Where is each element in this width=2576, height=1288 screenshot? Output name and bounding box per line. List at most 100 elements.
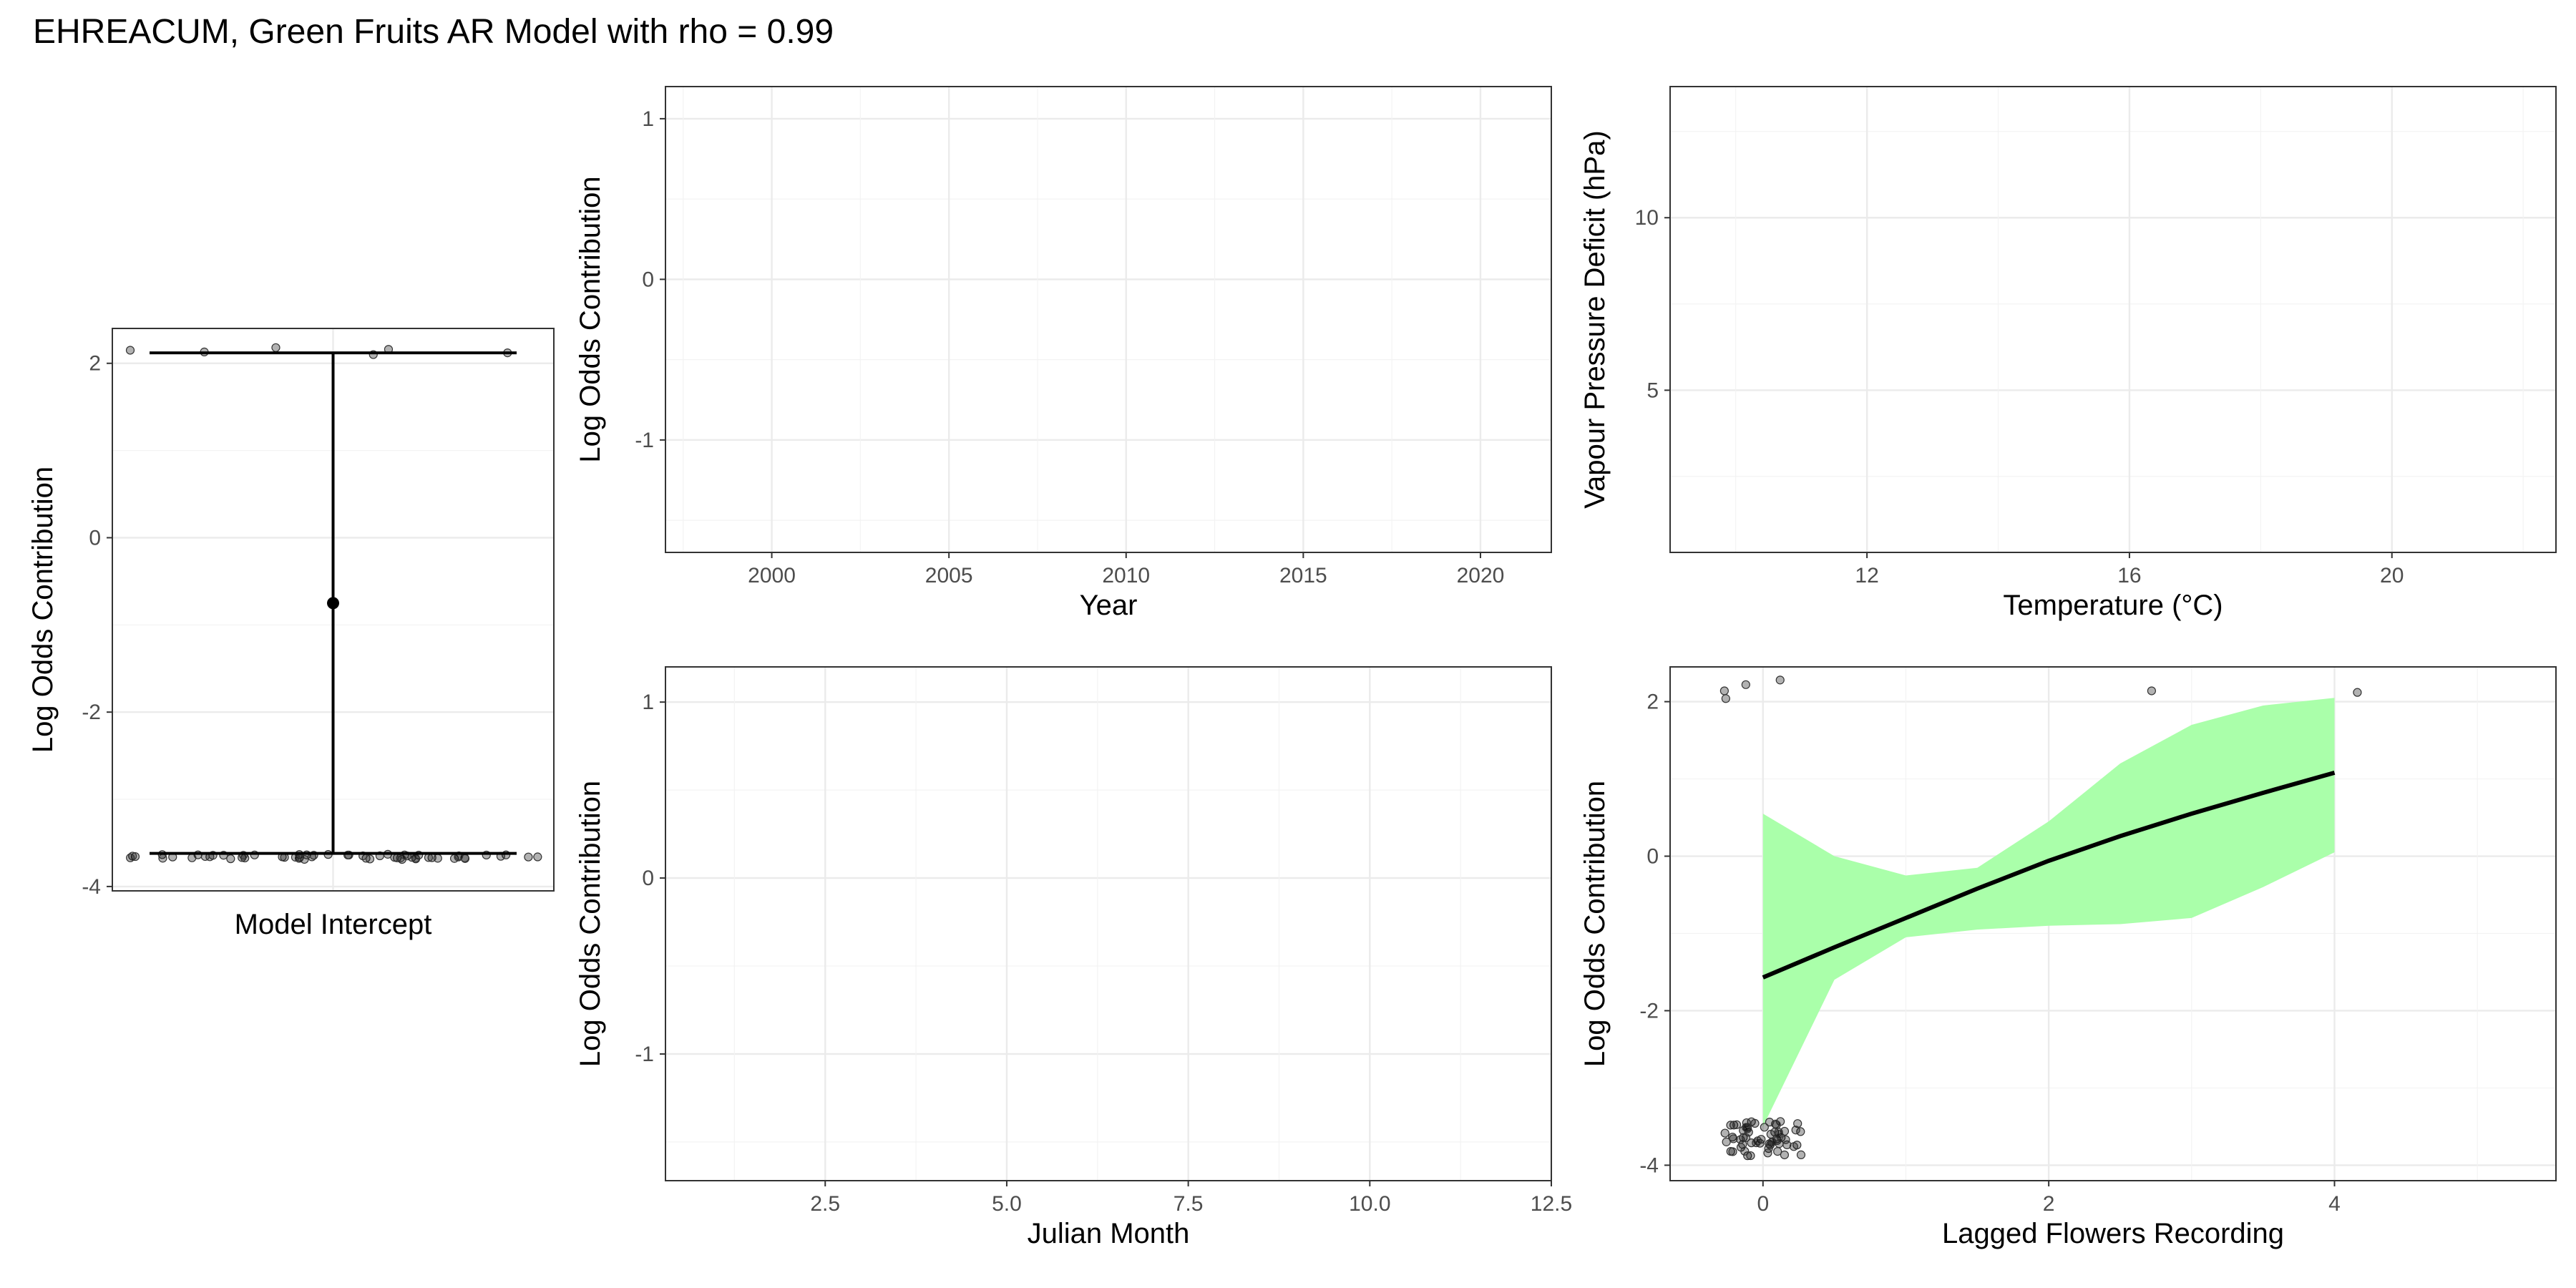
data-point (1743, 1151, 1752, 1161)
y-tick-label: 0 (1646, 845, 1659, 869)
panel-model-intercept: 2 0 -2 -4 Model Intercept Log Odds Contributi… (27, 328, 555, 940)
y-axis-title: Vapour Pressure Deficit (hPa) (1579, 130, 1611, 508)
data-point (1729, 1134, 1738, 1143)
x-axis-title: Model Intercept (235, 909, 432, 940)
data-point (300, 854, 309, 864)
panel-border (112, 328, 555, 892)
y-tick-label: -2 (1639, 999, 1659, 1023)
data-point (1767, 1137, 1777, 1147)
data-point (1741, 680, 1750, 689)
panel-lagged-flowers: 2 0 -2 -4 0 2 4 Lagged Flowers Recording Log Odd… (1579, 666, 2557, 1249)
x-axis-title: Year (1080, 590, 1138, 621)
data-point (1722, 1137, 1731, 1146)
data-point (533, 852, 542, 862)
data-point (1781, 1135, 1790, 1144)
data-point (126, 853, 135, 862)
x-tick-label: 5.0 (992, 1192, 1022, 1216)
panel-julian-month: 1 0 -1 2.5 5.0 7.5 10.0 12.5 Julian Month Log Odd… (575, 666, 1572, 1249)
data-point (1728, 1147, 1737, 1156)
panel-border (665, 666, 1552, 1181)
x-tick-label: 2 (2043, 1192, 2055, 1216)
panel-year: 1 0 -1 2000 2005 2010 2015 2020 Year Log Odds Con… (575, 86, 1552, 621)
data-point (365, 854, 375, 864)
y-axis-title: Log Odds Contribution (27, 467, 59, 753)
data-point (226, 854, 235, 864)
x-tick-label: 0 (1757, 1192, 1769, 1216)
x-tick-label: 2015 (1279, 564, 1327, 587)
data-point (1780, 1150, 1790, 1160)
data-point (424, 853, 434, 862)
x-tick-label: 2000 (748, 564, 796, 587)
x-tick-label: 2.5 (810, 1192, 840, 1216)
x-axis-title: Julian Month (1028, 1218, 1190, 1249)
y-tick-label: 2 (89, 352, 101, 376)
data-point (1729, 1121, 1739, 1130)
y-tick-label: -1 (635, 429, 654, 452)
data-point (1741, 1133, 1751, 1143)
x-tick-label: 7.5 (1174, 1192, 1204, 1216)
x-tick-label: 16 (2117, 564, 2141, 587)
y-tick-label: -2 (82, 701, 101, 724)
data-point (271, 343, 280, 352)
y-tick-label: 1 (642, 691, 654, 714)
y-tick-label: 0 (642, 268, 654, 291)
data-point (1719, 686, 1729, 696)
data-point (1793, 1119, 1802, 1128)
data-point (433, 854, 442, 863)
panel-background (665, 667, 1551, 1181)
data-point (187, 853, 197, 862)
panel-border (1669, 666, 2557, 1181)
data-point (1775, 675, 1785, 685)
data-point (1720, 1128, 1729, 1138)
data-point (1774, 1129, 1784, 1139)
data-point (1763, 1148, 1772, 1158)
data-point (1796, 1127, 1805, 1136)
fit-line (1762, 771, 2336, 980)
panel-temperature: 10 5 12 16 20 Temperature (°C) Vapour Pressure… (1579, 86, 2557, 621)
x-tick-label: 12 (1855, 564, 1878, 587)
panel-background (665, 87, 1551, 552)
y-axis-title: Log Odds Contribution (1579, 781, 1611, 1067)
data-point (158, 854, 167, 863)
confidence-ribbon (1762, 698, 2335, 1127)
x-tick-label: 2005 (925, 564, 973, 587)
y-tick-label: -4 (82, 875, 101, 899)
data-point (1746, 1151, 1755, 1161)
data-point (1741, 1123, 1751, 1132)
data-point (1796, 1150, 1806, 1159)
data-point (125, 346, 135, 355)
data-point (1791, 1126, 1800, 1135)
x-axis-title: Temperature (°C) (2003, 590, 2223, 621)
y-axis-title: Log Odds Contribution (575, 176, 606, 462)
data-point (1726, 1121, 1735, 1130)
data-point (1766, 1129, 1775, 1139)
x-tick-label: 2010 (1102, 564, 1150, 587)
data-point (1760, 1123, 1769, 1132)
data-point (1732, 1120, 1742, 1129)
y-tick-label: 0 (89, 526, 101, 550)
data-point (411, 854, 420, 863)
y-tick-label: 5 (1646, 379, 1659, 402)
y-tick-label: 0 (642, 867, 654, 890)
data-point (1740, 1146, 1750, 1156)
x-axis-title: Lagged Flowers Recording (1942, 1218, 2284, 1249)
data-point (524, 852, 533, 862)
x-tick-label: 20 (2380, 564, 2404, 587)
y-tick-label: 1 (642, 107, 654, 131)
data-point (1772, 1120, 1781, 1130)
figure-title: EHREACUM, Green Fruits AR Model with rho… (33, 13, 834, 51)
data-point (1752, 1138, 1761, 1148)
data-point (2353, 688, 2362, 697)
x-tick-label: 12.5 (1531, 1192, 1572, 1216)
y-axis-title: Log Odds Contribution (575, 781, 606, 1067)
y-tick-label: -1 (635, 1043, 654, 1066)
panel-border (665, 86, 1552, 553)
panel-background (1670, 87, 2556, 552)
estimate-point (327, 597, 339, 610)
panel-border (1669, 86, 2557, 553)
x-tick-label: 10.0 (1349, 1192, 1390, 1216)
data-point (2147, 686, 2157, 696)
y-tick-label: -4 (1639, 1153, 1659, 1177)
y-tick-label: 2 (1646, 691, 1659, 714)
data-point (1721, 694, 1730, 703)
